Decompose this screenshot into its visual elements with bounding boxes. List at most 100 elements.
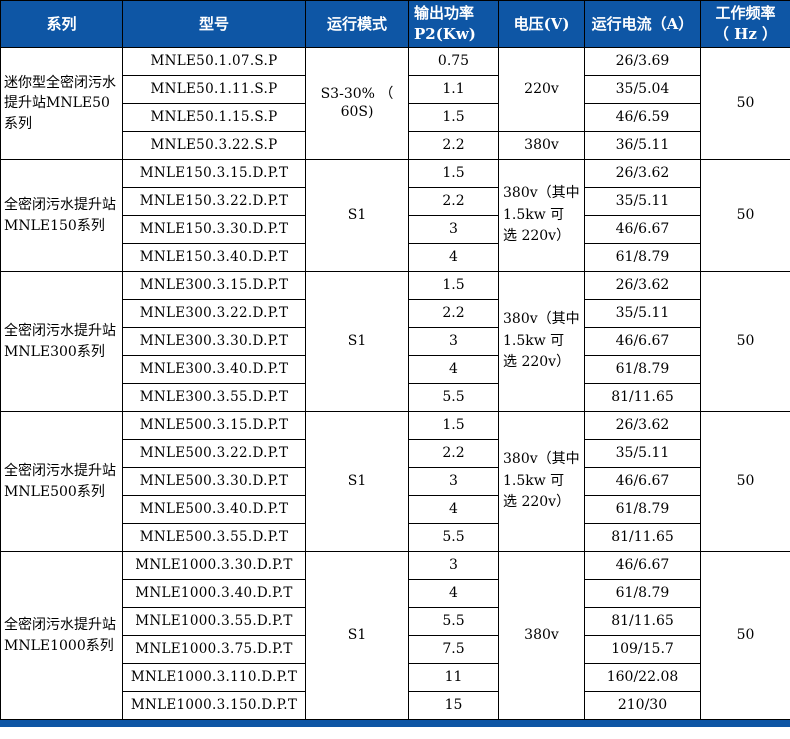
table-row: MNLE1000.3.40.D.P.T 4 61/8.79 (1, 579, 790, 608)
model-cell: MNLE50.3.22.S.P (122, 131, 306, 160)
table-row: MNLE1000.3.55.D.P.T 5.5 81/11.65 (1, 607, 790, 636)
power-cell: 7.5 (408, 635, 499, 664)
model-cell: MNLE150.3.15.D.P.T (122, 159, 306, 188)
power-cell: 2.2 (408, 439, 499, 468)
model-cell: MNLE50.1.11.S.P (122, 75, 306, 104)
model-cell: MNLE300.3.40.D.P.T (122, 355, 306, 384)
series-cell: 全密闭污水提升站 MNLE300系列 (0, 271, 123, 412)
header-row: 系列 型号 运行模式 输出功率 P2(Kw) 电压(V) 运行电流（A） 工作频率（ Hz ） (0, 0, 790, 48)
voltage-cell: 380v（其中 1.5kw 可 选 220v） (498, 271, 585, 412)
frequency-cell: 50 (700, 159, 790, 272)
power-cell: 1.5 (408, 159, 499, 188)
power-cell: 3 (408, 551, 499, 580)
mode-cell: S3-30% （ 60S) (305, 47, 409, 160)
current-cell: 61/8.79 (584, 355, 701, 384)
model-cell: MNLE1000.3.30.D.P.T (122, 551, 306, 580)
current-cell: 35/5.11 (584, 439, 701, 468)
power-cell: 4 (408, 579, 499, 608)
power-cell: 15 (408, 691, 499, 720)
mode-cell: S1 (305, 159, 409, 272)
current-cell: 61/8.79 (584, 243, 701, 272)
voltage-cell: 220v (498, 47, 585, 132)
table-row: 全密闭污水提升站 MNLE150系列 MNLE150.3.15.D.P.T S1 1.… (0, 159, 790, 272)
current-cell: 61/8.79 (584, 579, 701, 608)
current-cell: 109/15.7 (584, 635, 701, 664)
current-cell: 61/8.79 (584, 495, 701, 524)
model-cell: MNLE500.3.55.D.P.T (122, 523, 306, 552)
model-cell: MNLE1000.3.75.D.P.T (122, 635, 306, 664)
power-cell: 11 (408, 663, 499, 692)
power-cell: 4 (408, 243, 499, 272)
model-cell: MNLE300.3.22.D.P.T (122, 299, 306, 328)
power-cell: 3 (408, 467, 499, 496)
table-row: MNLE50.1.15.S.P 1.5 46/6.59 (1, 103, 790, 132)
model-cell: MNLE150.3.40.D.P.T (122, 243, 306, 272)
model-cell: MNLE500.3.30.D.P.T (122, 467, 306, 496)
mode-cell: S1 (305, 551, 409, 720)
power-cell: 0.75 (408, 47, 499, 76)
power-cell: 2.2 (408, 187, 499, 216)
table-row: MNLE150.3.22.D.P.T 2.2 35/5.11 (1, 187, 790, 216)
model-cell: MNLE300.3.30.D.P.T (122, 327, 306, 356)
series-cell: 全密闭污水提升站 MNLE500系列 (0, 411, 123, 552)
current-cell: 46/6.67 (584, 551, 701, 580)
current-cell: 26/3.69 (584, 47, 701, 76)
model-cell: MNLE150.3.22.D.P.T (122, 187, 306, 216)
frequency-cell: 50 (700, 551, 790, 720)
column-header-model: 型号 (122, 0, 306, 48)
power-cell: 3 (408, 215, 499, 244)
power-cell: 3 (408, 327, 499, 356)
model-cell: MNLE1000.3.150.D.P.T (122, 691, 306, 720)
table-row: MNLE300.3.40.D.P.T 4 61/8.79 (1, 355, 790, 384)
model-cell: MNLE150.3.30.D.P.T (122, 215, 306, 244)
table-row: 迷你型全密闭污水提升站MNLE50系列 MNLE50.1.07.S.P S3-30%… (0, 47, 790, 160)
column-header-voltage: 电压(V) (498, 0, 585, 48)
current-cell: 35/5.11 (584, 187, 701, 216)
spec-table-body: 迷你型全密闭污水提升站MNLE50系列 MNLE50.1.07.S.P S3-30%… (0, 47, 790, 720)
model-cell: MNLE300.3.55.D.P.T (122, 383, 306, 412)
spec-table: 系列 型号 运行模式 输出功率 P2(Kw) 电压(V) 运行电流（A） 工作频率（ Hz ）… (0, 0, 790, 720)
voltage-cell: 380v (498, 131, 585, 160)
mode-cell: S1 (305, 411, 409, 552)
voltage-cell: 380v（其中 1.5kw 可 选 220v） (498, 411, 585, 552)
power-cell: 4 (408, 495, 499, 524)
current-cell: 26/3.62 (584, 271, 701, 300)
current-cell: 35/5.04 (584, 75, 701, 104)
current-cell: 46/6.59 (584, 103, 701, 132)
model-cell: MNLE500.3.15.D.P.T (122, 411, 306, 440)
current-cell: 46/6.67 (584, 215, 701, 244)
mode-cell: S1 (305, 271, 409, 412)
column-header-power: 输出功率 P2(Kw) (408, 0, 499, 48)
power-cell: 5.5 (408, 383, 499, 412)
table-row: 全密闭污水提升站 MNLE300系列 MNLE300.3.15.D.P.T S1 1.… (0, 271, 790, 412)
series-cell: 全密闭污水提升站MNLE1000系列 (0, 551, 123, 720)
table-row: 全密闭污水提升站 MNLE500系列 MNLE500.3.15.D.P.T S1 1.… (0, 411, 790, 552)
power-cell: 1.5 (408, 411, 499, 440)
current-cell: 81/11.65 (584, 523, 701, 552)
power-cell: 5.5 (408, 523, 499, 552)
table-row: MNLE50.3.22.S.P 2.2 380v 36/5.11 (1, 131, 790, 160)
table-row: 全密闭污水提升站MNLE1000系列 MNLE1000.3.30.D.P.T S1 3… (0, 551, 790, 720)
power-cell: 2.2 (408, 299, 499, 328)
table-row: MNLE500.3.40.D.P.T 4 61/8.79 (1, 495, 790, 524)
current-cell: 36/5.11 (584, 131, 701, 160)
power-cell: 1.5 (408, 103, 499, 132)
model-cell: MNLE1000.3.40.D.P.T (122, 579, 306, 608)
frequency-cell: 50 (700, 271, 790, 412)
current-cell: 26/3.62 (584, 159, 701, 188)
column-header-series: 系列 (0, 0, 123, 48)
model-cell: MNLE500.3.40.D.P.T (122, 495, 306, 524)
series-cell: 全密闭污水提升站 MNLE150系列 (0, 159, 123, 272)
current-cell: 210/30 (584, 691, 701, 720)
current-cell: 81/11.65 (584, 383, 701, 412)
model-cell: MNLE500.3.22.D.P.T (122, 439, 306, 468)
power-cell: 1.5 (408, 271, 499, 300)
frequency-cell: 50 (700, 47, 790, 160)
model-cell: MNLE300.3.15.D.P.T (122, 271, 306, 300)
series-cell: 迷你型全密闭污水提升站MNLE50系列 (0, 47, 123, 160)
column-header-freq: 工作频率（ Hz ） (700, 0, 790, 48)
table-row: MNLE1000.3.75.D.P.T 7.5 109/15.7 (1, 635, 790, 664)
table-row: MNLE150.3.30.D.P.T 3 46/6.67 (1, 215, 790, 244)
power-cell: 4 (408, 355, 499, 384)
